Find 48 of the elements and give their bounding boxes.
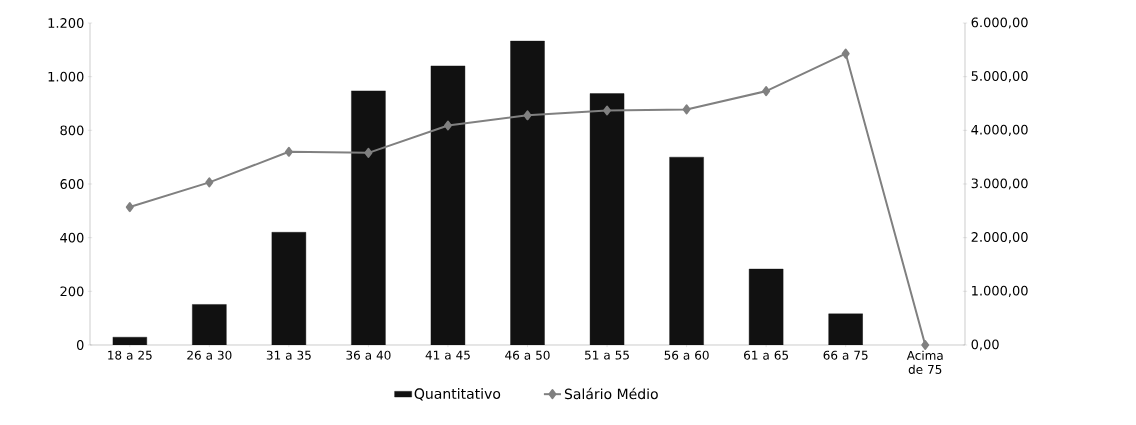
x-tick-label: 66 a 75 — [823, 350, 868, 360]
y-tick-label: 0 — [76, 340, 84, 350]
x-tick-label: 51 a 55 — [585, 350, 629, 360]
y2-tick-label: 5.000,00 — [971, 71, 1028, 83]
y-tick-label: 800 — [60, 125, 84, 136]
y2-tick-label: 0,00 — [971, 339, 999, 351]
point — [523, 110, 532, 121]
x-tick-label: 26 a 30 — [187, 350, 232, 360]
point — [205, 177, 214, 188]
point — [762, 86, 771, 97]
y-tick-label: 600 — [60, 179, 84, 189]
y-tick-label: 1.000 — [48, 71, 84, 82]
bar — [828, 313, 863, 345]
bar — [669, 156, 704, 345]
bar — [748, 268, 784, 345]
point — [125, 202, 134, 213]
point — [841, 48, 850, 59]
bar — [510, 40, 545, 345]
bar — [589, 93, 625, 345]
legend-label: Salário Médio — [564, 387, 658, 400]
bar — [351, 90, 386, 345]
y-tick-label: 200 — [60, 286, 84, 297]
y2-tick-label: 6.000,00 — [971, 17, 1028, 29]
y-tick-label: 1.200 — [48, 18, 84, 28]
x-tick-label: 61 a 65 — [744, 350, 789, 360]
x-tick-label: 31 a 35 — [266, 350, 311, 360]
y2-tick-label: 1.000,00 — [972, 285, 1028, 297]
point — [284, 146, 293, 157]
bar — [430, 65, 466, 345]
point — [921, 339, 930, 350]
y2-tick-label: 3.000,00 — [971, 178, 1028, 190]
y-tick-label: 400 — [60, 232, 84, 243]
point — [682, 104, 691, 115]
x-tick-label: 46 a 50 — [505, 350, 550, 360]
bar — [271, 232, 307, 345]
bar — [192, 304, 227, 345]
x-tick-label: Acima de 75 — [906, 350, 943, 374]
bar — [112, 337, 147, 345]
y2-tick-label: 4.000,00 — [971, 124, 1028, 136]
x-tick-label: 41 a 45 — [425, 350, 470, 360]
point — [364, 147, 373, 158]
x-tick-label: 18 a 25 — [108, 350, 152, 360]
y2-tick-label: 2.000,00 — [971, 232, 1028, 244]
point — [443, 120, 452, 131]
legend-label: Quantitativo — [414, 388, 501, 401]
x-tick-label: 36 a 40 — [346, 350, 391, 360]
x-tick-label: 56 a 60 — [664, 350, 709, 360]
point — [603, 105, 612, 116]
